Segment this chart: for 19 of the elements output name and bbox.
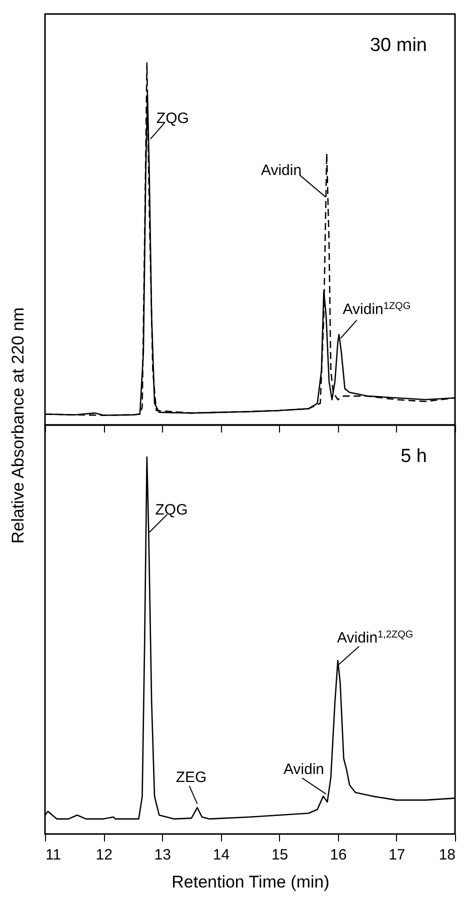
annotation: Avidin$^{1,2ZQG}$ bbox=[337, 628, 414, 646]
x-tick-label: 17 bbox=[388, 846, 406, 864]
x-tick-label: 11 bbox=[46, 846, 62, 864]
x-tick-label: 15 bbox=[271, 846, 288, 864]
annotation: Avidin bbox=[284, 761, 324, 778]
x-tick-label: 18 bbox=[438, 846, 456, 864]
annotation: Avidin$^{1ZQG}$ bbox=[342, 300, 411, 318]
chart-title: 30 min bbox=[370, 35, 427, 56]
annotation: Avidin bbox=[260, 162, 302, 179]
annotation: ZQG bbox=[155, 501, 188, 518]
y-axis-title: Relative Absorbance at 220 nm bbox=[8, 307, 28, 544]
chart-title: 5 h bbox=[400, 446, 427, 467]
x-tick-label: 16 bbox=[330, 846, 347, 864]
x-tick-label: 14 bbox=[212, 846, 230, 864]
annotation: ZEG bbox=[176, 768, 207, 786]
annotation: ZQG bbox=[156, 110, 189, 128]
x-axis-title: Retention Time (min) bbox=[172, 872, 330, 892]
x-tick-label: 12 bbox=[96, 846, 112, 864]
x-tick-label: 13 bbox=[154, 846, 171, 864]
